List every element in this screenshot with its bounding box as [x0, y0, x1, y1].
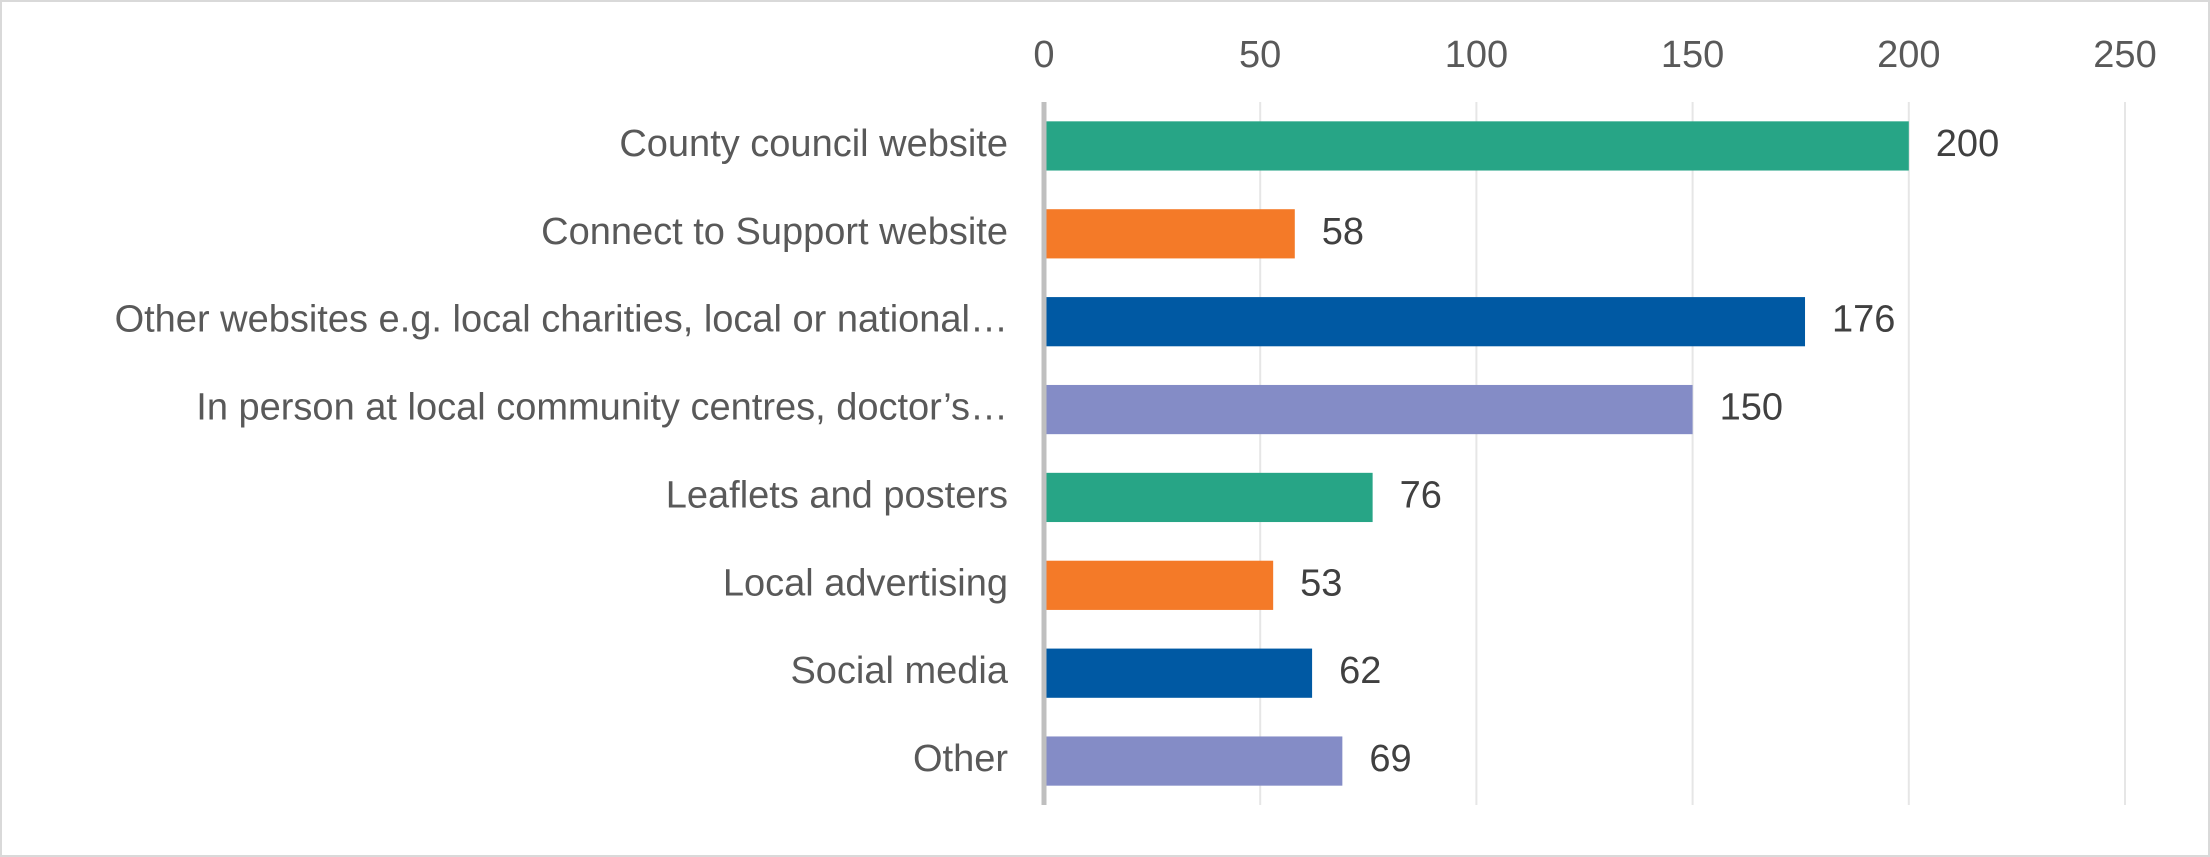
- category-labels: County council website Connect to Support…: [115, 123, 1009, 780]
- data-label: 69: [1369, 738, 1411, 780]
- bar-2: [1044, 297, 1806, 347]
- x-tick-label: 50: [1239, 34, 1281, 76]
- category-label: Social media: [790, 650, 1008, 692]
- bar-5: [1044, 560, 1274, 610]
- bar-6: [1044, 648, 1313, 698]
- bar-4: [1044, 472, 1373, 523]
- category-label: Other websites e.g. local charities, loc…: [115, 299, 1008, 341]
- category-label: Local advertising: [723, 562, 1008, 604]
- grid-lines: [1259, 102, 2126, 805]
- category-label: In person at local community centres, do…: [196, 387, 1008, 429]
- x-tick-label: 150: [1661, 34, 1724, 76]
- data-label: 200: [1936, 123, 1999, 165]
- data-labels: 200 58 176 150 76 53 62 69: [1300, 123, 1999, 780]
- x-tick-label: 0: [1033, 34, 1054, 76]
- category-label: Other: [913, 738, 1008, 780]
- x-tick-label: 100: [1445, 34, 1508, 76]
- x-tick-label: 200: [1877, 34, 1940, 76]
- data-label: 53: [1300, 562, 1342, 604]
- data-label: 62: [1339, 650, 1381, 692]
- bar-0: [1044, 121, 1909, 171]
- bar-1: [1044, 209, 1295, 259]
- data-label: 150: [1720, 387, 1783, 429]
- bar-3: [1044, 384, 1693, 435]
- data-label: 76: [1400, 474, 1442, 516]
- data-label: 176: [1832, 299, 1895, 341]
- data-label: 58: [1322, 211, 1364, 253]
- bar-7: [1044, 736, 1343, 786]
- bars: [1044, 121, 1909, 786]
- category-label: Leaflets and posters: [666, 474, 1008, 516]
- category-label: County council website: [619, 123, 1008, 165]
- x-tick-labels: 0 50 100 150 200 250: [1033, 34, 2156, 76]
- x-tick-label: 250: [2093, 34, 2156, 76]
- category-label: Connect to Support website: [541, 211, 1008, 253]
